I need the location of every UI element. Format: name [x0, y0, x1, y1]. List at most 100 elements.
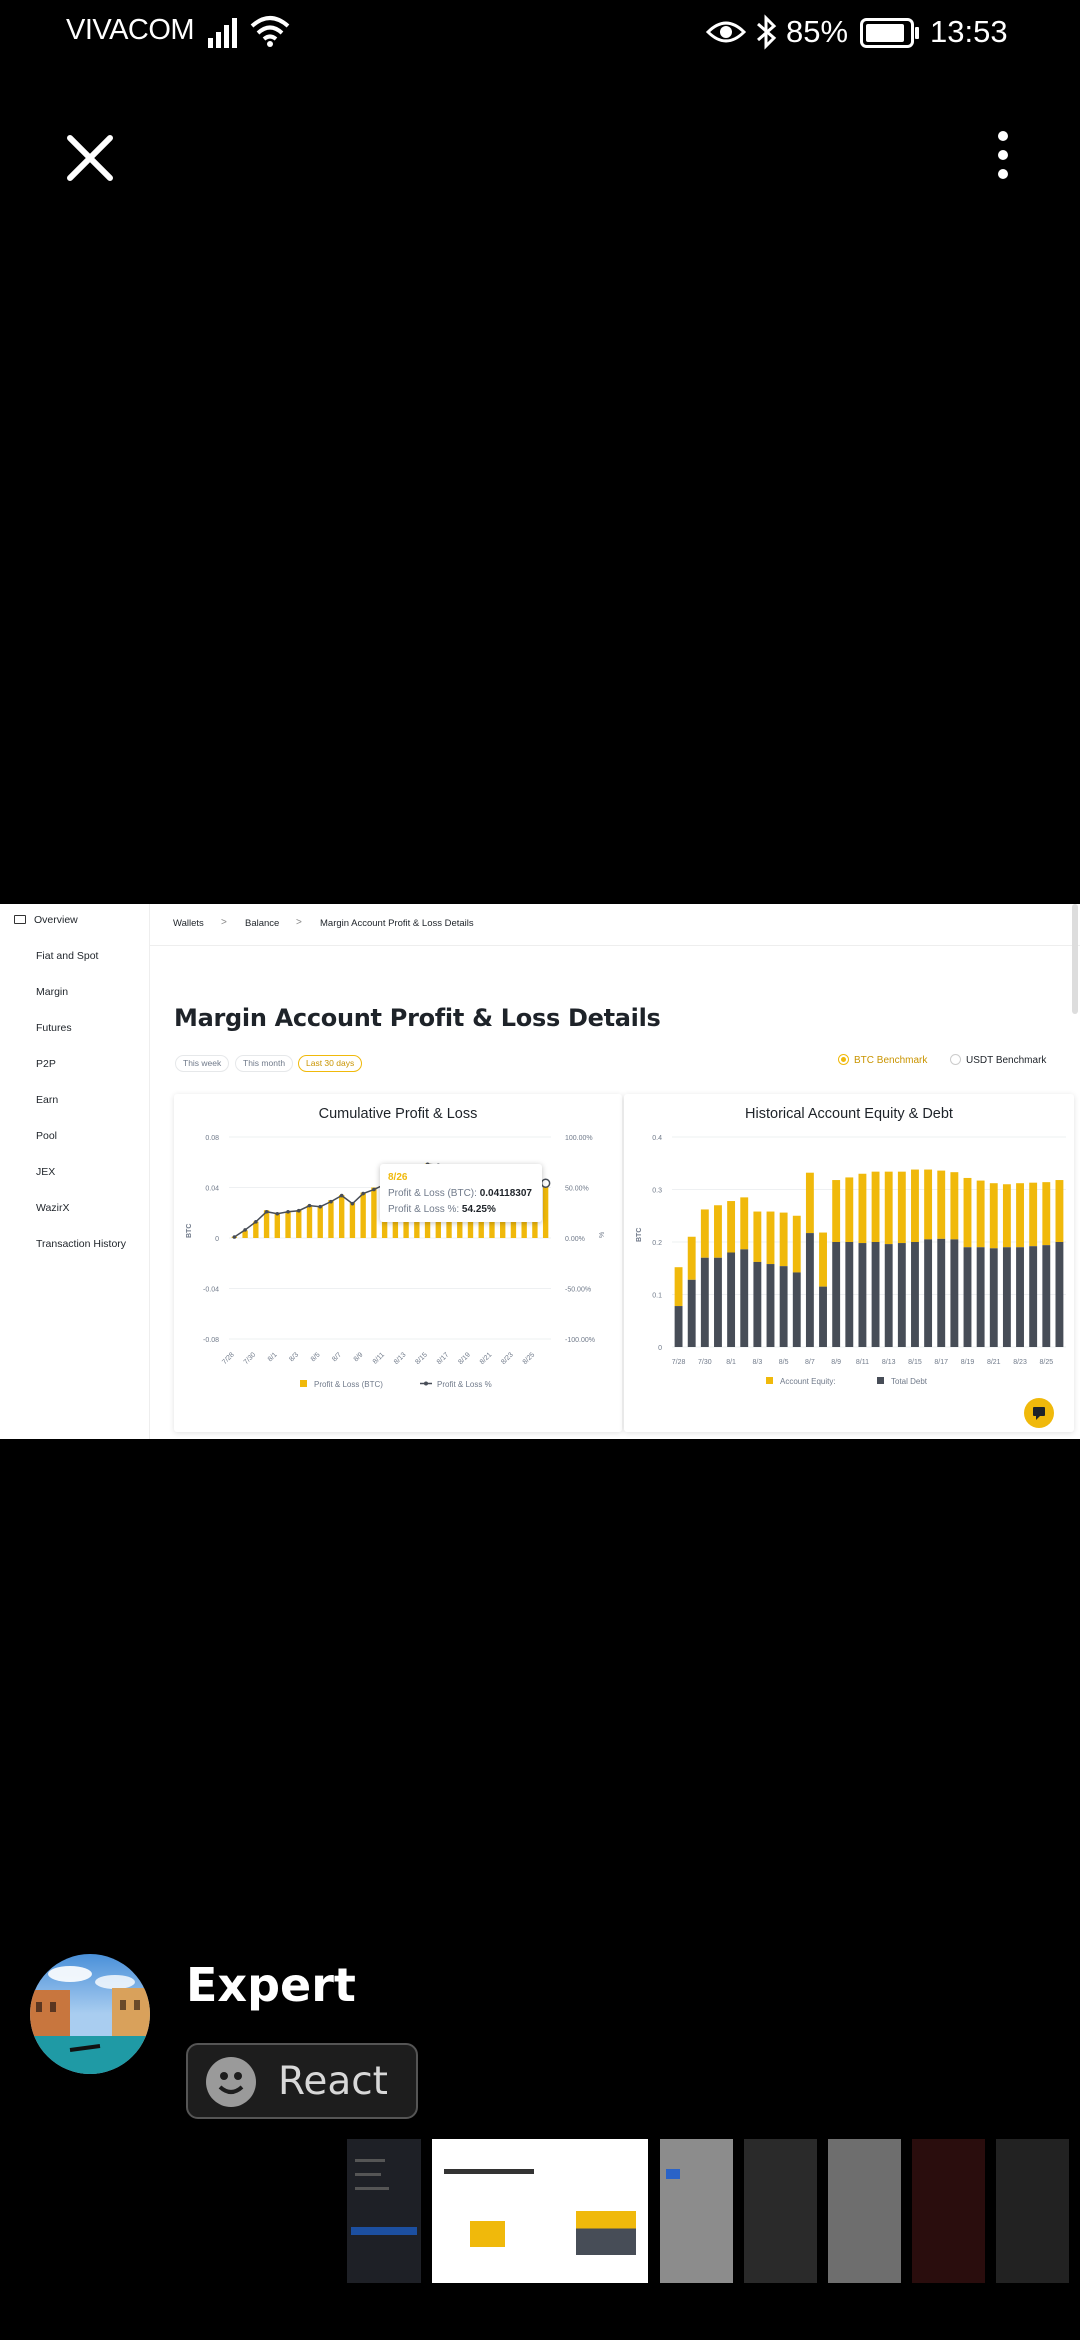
bar-total-debt: [832, 1242, 841, 1347]
y-tick-label: 0.08: [205, 1135, 219, 1142]
chat-support-button[interactable]: [1024, 1398, 1054, 1428]
y-tick-label: -0.04: [203, 1287, 219, 1294]
sidebar-item-fiat-and-spot[interactable]: Fiat and Spot: [36, 950, 99, 962]
bar-account-equity: [937, 1170, 946, 1239]
y-tick-label: 0.2: [652, 1240, 662, 1247]
bar-account-equity: [1029, 1182, 1038, 1247]
point-hover-marker: [540, 1178, 551, 1188]
bar-profit-loss: [296, 1210, 302, 1238]
x-tick-label: 8/5: [310, 1351, 322, 1363]
shared-screenshot[interactable]: Overview Fiat and Spot Margin Futures P2…: [0, 904, 1080, 1439]
thumbnail-1[interactable]: [347, 2139, 421, 2283]
y-tick-label: -0.08: [203, 1337, 219, 1344]
y-tick-label: 0.4: [652, 1135, 662, 1142]
x-tick-label: 8/25: [1039, 1359, 1053, 1366]
bar-total-debt: [727, 1252, 736, 1347]
usdt-benchmark-label: USDT Benchmark: [966, 1055, 1047, 1066]
bar-profit-loss: [285, 1211, 291, 1238]
thumb-block: [666, 2169, 680, 2179]
breadcrumb-balance[interactable]: Balance: [245, 918, 280, 929]
avatar[interactable]: [30, 1954, 150, 2074]
legend-swatch-profit-loss: [300, 1380, 307, 1387]
react-button[interactable]: React: [186, 2043, 418, 2119]
bar-account-equity: [1042, 1182, 1051, 1246]
bar-total-debt: [805, 1233, 814, 1347]
usdt-benchmark-radio[interactable]: USDT Benchmark: [950, 1054, 1046, 1066]
sidebar-item-jex[interactable]: JEX: [36, 1166, 56, 1178]
bar-account-equity: [897, 1171, 906, 1244]
bar-total-debt: [714, 1257, 722, 1347]
sidebar-item-overview[interactable]: Overview: [14, 914, 78, 926]
thumb-title: [444, 2169, 534, 2174]
wallet-icon: [14, 915, 26, 924]
bar-profit-loss: [306, 1205, 313, 1238]
thumbnail-5[interactable]: [828, 2139, 901, 2283]
bar-total-debt: [911, 1242, 919, 1347]
bar-total-debt: [1055, 1242, 1064, 1347]
sidebar-item-margin[interactable]: Margin: [36, 986, 69, 998]
tooltip-pl-row: Profit & Loss (BTC): 0.04118307: [388, 1186, 534, 1202]
thumbnail-6[interactable]: [912, 2139, 985, 2283]
thumbnail-4[interactable]: [744, 2139, 817, 2283]
filter-last-30-days[interactable]: Last 30 days: [298, 1055, 363, 1072]
x-tick-label: 8/13: [393, 1351, 408, 1366]
btc-benchmark-radio[interactable]: BTC Benchmark: [838, 1054, 927, 1066]
thumb-highlight: [351, 2227, 417, 2235]
x-tick-label: 8/3: [752, 1359, 762, 1366]
point-profit-loss-percent: [329, 1199, 333, 1204]
bar-total-debt: [792, 1272, 801, 1347]
clock: 13:53: [930, 14, 1008, 49]
y-axis-label: BTC: [636, 1228, 643, 1242]
x-tick-label: 8/13: [882, 1359, 896, 1366]
legend-swatch-percent-dot: [424, 1381, 428, 1386]
breadcrumb-separator: >: [221, 917, 227, 928]
carrier-name: VIVACOM: [66, 14, 195, 46]
y2-tick-label: 0.00%: [565, 1236, 585, 1243]
x-tick-label: 8/19: [457, 1351, 472, 1366]
x-tick-label: 7/28: [221, 1351, 236, 1366]
bar-total-debt: [976, 1247, 985, 1347]
author-name[interactable]: Expert: [186, 1958, 356, 2012]
point-profit-loss-percent: [286, 1209, 290, 1214]
bar-account-equity: [884, 1171, 893, 1245]
breadcrumb-wallets[interactable]: Wallets: [173, 918, 204, 929]
filter-this-month[interactable]: This month: [235, 1055, 294, 1072]
bar-profit-loss: [274, 1212, 280, 1238]
chart-tooltip: 8/26 Profit & Loss (BTC): 0.04118307 Pro…: [380, 1164, 542, 1222]
x-tick-label: 8/23: [1013, 1359, 1027, 1366]
sidebar-item-transaction-history[interactable]: Transaction History: [36, 1238, 127, 1250]
thumbnail-7[interactable]: [996, 2139, 1069, 2283]
legend-label: Total Debt: [891, 1377, 928, 1386]
sidebar-item-futures[interactable]: Futures: [36, 1022, 72, 1034]
bar-account-equity: [845, 1177, 854, 1242]
bar-account-equity: [740, 1197, 749, 1250]
breadcrumb-current: Margin Account Profit & Loss Details: [320, 918, 474, 929]
y-tick-label: 0.3: [652, 1188, 662, 1195]
filter-this-week[interactable]: This week: [175, 1055, 230, 1072]
sidebar-item-earn[interactable]: Earn: [36, 1094, 59, 1106]
signal-icon: [208, 18, 237, 48]
more-options-button[interactable]: [985, 126, 1021, 186]
point-profit-loss-percent: [232, 1235, 237, 1239]
thumbnail-2-selected[interactable]: [432, 2139, 648, 2283]
legend-label: Account Equity:: [780, 1377, 836, 1386]
bar-profit-loss: [263, 1210, 270, 1238]
bar-account-equity: [858, 1173, 867, 1244]
x-tick-label: 8/11: [856, 1359, 869, 1366]
legend-label: Profit & Loss %: [437, 1380, 492, 1389]
thumbnail-3[interactable]: [660, 2139, 733, 2283]
x-tick-label: 8/1: [726, 1359, 736, 1366]
bar-total-debt: [766, 1264, 775, 1347]
scrollbar[interactable]: [1072, 904, 1078, 1014]
bar-account-equity: [805, 1172, 814, 1234]
sidebar-item-wazirx[interactable]: WazirX: [36, 1202, 70, 1214]
y2-axis-label: %: [599, 1232, 606, 1238]
chart-title: Cumulative Profit & Loss: [318, 1106, 478, 1122]
battery-percentage: 85%: [786, 14, 849, 49]
close-button[interactable]: [60, 128, 120, 188]
x-tick-label: 8/19: [961, 1359, 975, 1366]
y2-tick-label: 100.00%: [565, 1135, 593, 1142]
sidebar-item-p2p[interactable]: P2P: [36, 1058, 56, 1070]
x-tick-label: 8/15: [908, 1359, 922, 1366]
sidebar-item-pool[interactable]: Pool: [36, 1130, 58, 1142]
